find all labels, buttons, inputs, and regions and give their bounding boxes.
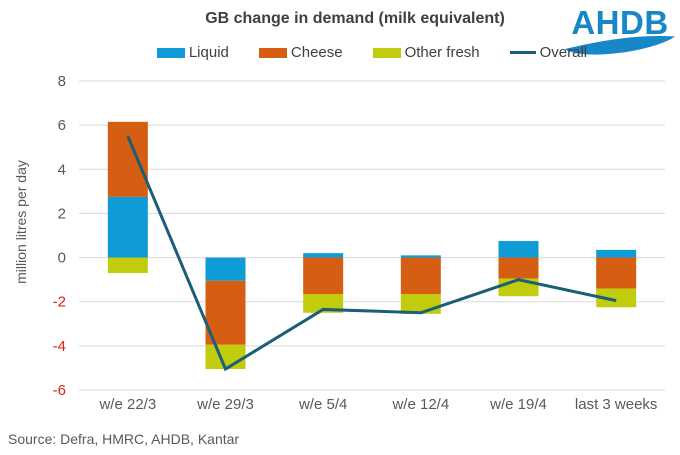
ahdb-logo: AHDB <box>564 2 676 58</box>
legend-label-other-fresh: Other fresh <box>404 44 480 61</box>
y-tick-label: -2 <box>53 294 66 311</box>
ahdb-wave-icon <box>565 36 675 55</box>
y-tick-label: 6 <box>58 117 66 134</box>
x-tick-label: w/e 5/4 <box>298 396 347 413</box>
bar-segment-cheese <box>400 257 441 294</box>
chart-title: GB change in demand (milk equivalent) <box>205 10 505 27</box>
legend-item-liquid: Liquid <box>156 44 229 61</box>
y-tick-label: 4 <box>58 161 66 178</box>
bar-segment-other-fresh <box>303 293 344 313</box>
bar-segment-cheese <box>498 257 539 279</box>
bar-segment-liquid <box>498 241 539 258</box>
bar-segment-other-fresh <box>107 257 148 274</box>
legend-label-cheese: Cheese <box>290 44 343 61</box>
bar-segment-liquid <box>107 196 148 258</box>
bar-segment-other-fresh <box>596 288 637 308</box>
y-tick-label: 2 <box>58 205 66 222</box>
y-tick-label: -6 <box>53 382 66 399</box>
legend-item-other-fresh: Other fresh <box>372 44 480 61</box>
bar-segment-other-fresh <box>205 344 246 370</box>
x-tick-label: w/e 19/4 <box>489 396 547 413</box>
x-tick-label: w/e 29/3 <box>196 396 254 413</box>
x-tick-label: w/e 12/4 <box>391 396 449 413</box>
ahdb-logo-graphic: AHDB <box>565 4 675 55</box>
y-tick-label: 8 <box>58 73 66 90</box>
x-tick-label: last 3 weeks <box>575 396 658 413</box>
legend-swatch-cheese <box>258 47 287 58</box>
legend-item-cheese: Cheese <box>258 44 343 61</box>
overall-line <box>126 135 617 372</box>
bar-segment-cheese <box>303 257 344 294</box>
legend-item-overall: Overall <box>509 44 588 61</box>
legend-swatch-liquid <box>156 47 185 58</box>
bar-segment-cheese <box>107 121 148 197</box>
y-tick-label: -4 <box>53 338 66 355</box>
y-tick-label: 0 <box>58 250 66 267</box>
bar-segment-liquid <box>596 249 637 258</box>
legend-swatch-overall <box>509 51 536 54</box>
x-tick-label: w/e 22/3 <box>98 396 156 413</box>
legend-label-overall: Overall <box>539 44 588 61</box>
bar-segment-liquid <box>400 255 441 258</box>
bar-segment-liquid <box>303 253 344 258</box>
source-text: Source: Defra, HMRC, AHDB, Kantar <box>8 431 240 447</box>
legend-swatch-other-fresh <box>372 47 401 58</box>
ahdb-logo-text: AHDB <box>571 4 668 41</box>
bar-segment-cheese <box>596 257 637 289</box>
legend: Liquid Cheese Other fresh Overall <box>79 44 665 61</box>
bar-segment-liquid <box>205 257 246 281</box>
legend-label-liquid: Liquid <box>188 44 229 61</box>
